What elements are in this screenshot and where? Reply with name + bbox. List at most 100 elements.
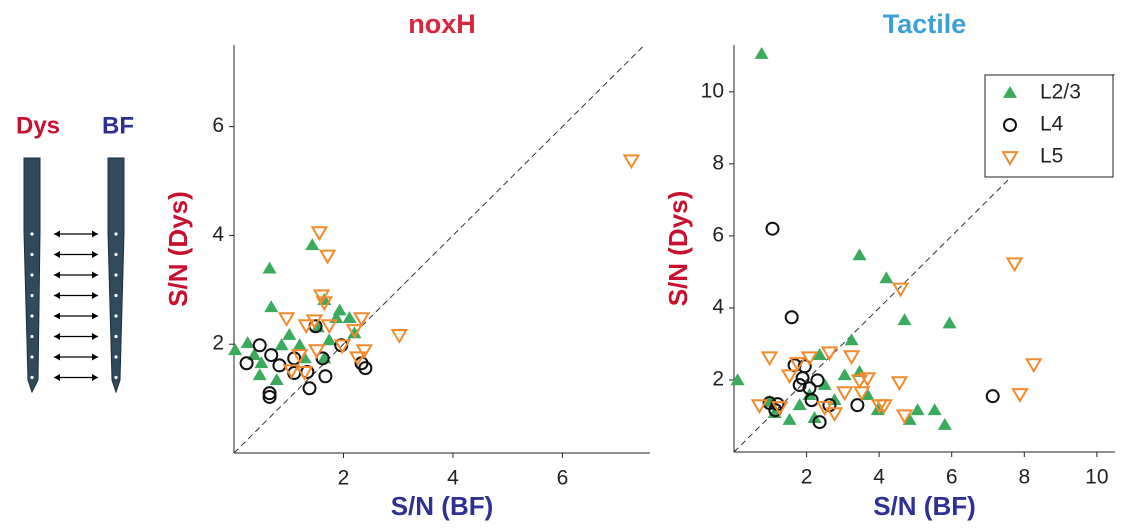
point [1005, 257, 1024, 273]
point [750, 399, 769, 415]
point [902, 412, 917, 425]
point [942, 316, 957, 329]
x-axis-label: S/N (BF) [873, 491, 976, 521]
point [754, 47, 769, 59]
point [358, 361, 373, 376]
point [817, 378, 832, 390]
electrode [30, 355, 34, 359]
point [891, 282, 910, 298]
point [262, 389, 277, 404]
point [985, 389, 1000, 404]
point [890, 376, 909, 392]
point [858, 372, 877, 388]
point [333, 339, 352, 355]
y-tick-label: 10 [701, 79, 724, 102]
point [780, 369, 799, 385]
point [810, 373, 825, 388]
point [292, 338, 307, 351]
point [315, 296, 334, 312]
point [852, 386, 871, 402]
electrode [114, 314, 118, 318]
point [318, 369, 333, 384]
point [844, 333, 859, 346]
point [352, 312, 371, 328]
point [297, 319, 316, 335]
point [310, 226, 329, 242]
point [302, 381, 317, 396]
point [825, 407, 844, 423]
point [264, 300, 279, 313]
point [897, 313, 912, 326]
point [252, 338, 267, 353]
point [295, 366, 314, 381]
electrode [30, 334, 34, 339]
electrode [114, 375, 118, 380]
arrows [30, 230, 118, 381]
point [240, 336, 255, 349]
y-tick-label: 4 [712, 295, 724, 318]
x-tick-label: 6 [946, 466, 958, 489]
electrode [30, 293, 34, 298]
legend-marker [1001, 151, 1019, 166]
point [852, 248, 867, 261]
x-tick-label: 2 [801, 466, 813, 489]
x-tick-label: 2 [338, 467, 350, 490]
y-axis-label: S/N (Dys) [163, 191, 193, 307]
y-tick-label: 4 [212, 223, 224, 246]
point [800, 351, 819, 367]
point [820, 346, 839, 362]
point [837, 368, 852, 381]
point [282, 327, 297, 340]
point [807, 411, 822, 424]
point [812, 415, 827, 430]
point [262, 261, 277, 274]
point [812, 348, 827, 361]
chart-title: noxH [408, 9, 476, 39]
point [842, 350, 861, 366]
probe-label: BF [102, 112, 134, 139]
probe-illustration: Dys BF [16, 112, 134, 394]
point [312, 289, 331, 305]
point [269, 373, 284, 386]
electrode [114, 252, 118, 257]
x-tick-label: 6 [557, 467, 569, 490]
probe-label: Dys [16, 112, 60, 139]
point [835, 386, 854, 402]
point [290, 349, 309, 365]
point [730, 373, 745, 386]
point [348, 351, 367, 367]
legend-label: L2/3 [1040, 81, 1081, 104]
point [850, 374, 869, 390]
chart-title: Tactile [883, 9, 967, 39]
point [895, 409, 914, 425]
point [264, 348, 279, 363]
point [782, 412, 797, 425]
point [760, 351, 779, 367]
point [347, 326, 362, 339]
point [262, 386, 277, 401]
x-tick-label: 10 [1085, 466, 1108, 489]
point [792, 378, 807, 393]
point [318, 249, 337, 265]
electrode [30, 314, 34, 318]
point [274, 338, 289, 351]
legend-marker [1003, 118, 1017, 132]
point [282, 364, 301, 380]
point [355, 344, 374, 360]
x-tick-label: 8 [1018, 466, 1030, 489]
electrode [114, 232, 118, 236]
point [342, 311, 357, 323]
point [792, 398, 807, 411]
point [1024, 358, 1043, 374]
point [1011, 388, 1029, 403]
legend-marker [1003, 86, 1017, 98]
point [228, 343, 243, 356]
electrode [114, 293, 118, 298]
x-tick-label: 4 [873, 466, 885, 489]
point [850, 398, 865, 413]
point [770, 401, 789, 416]
point [804, 393, 819, 408]
x-axis-label: S/N (BF) [391, 491, 494, 521]
y-tick-label: 6 [212, 114, 224, 137]
